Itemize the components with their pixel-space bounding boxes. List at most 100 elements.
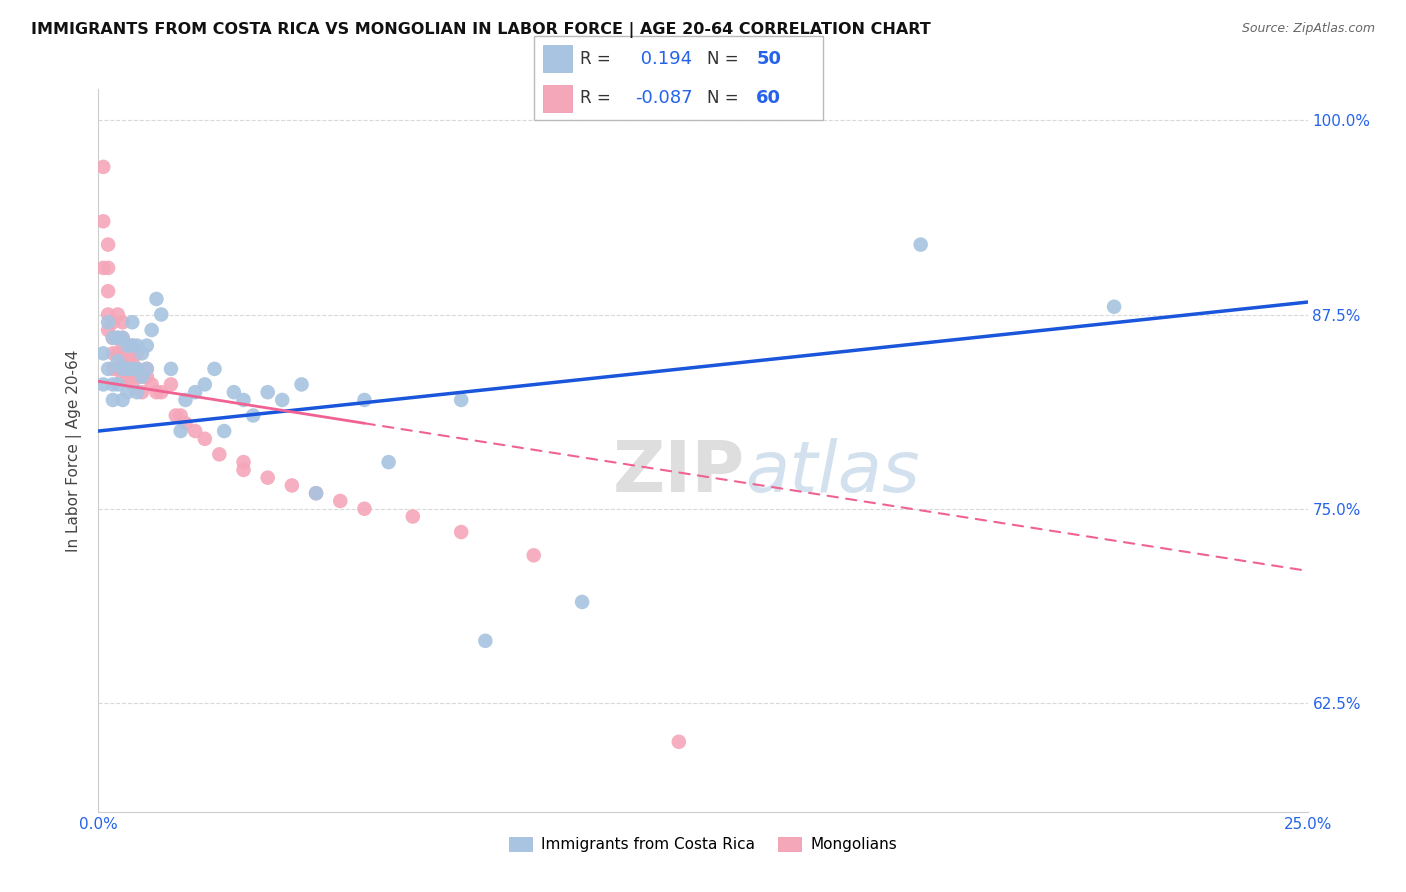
Point — [174, 417, 197, 431]
Point — [232, 463, 254, 477]
Point — [329, 494, 352, 508]
Point — [97, 315, 120, 329]
Point — [160, 362, 183, 376]
Point — [353, 392, 375, 407]
Point — [184, 424, 207, 438]
Text: IMMIGRANTS FROM COSTA RICA VS MONGOLIAN IN LABOR FORCE | AGE 20-64 CORRELATION C: IMMIGRANTS FROM COSTA RICA VS MONGOLIAN … — [31, 22, 931, 38]
Point — [208, 447, 231, 461]
Point — [101, 362, 124, 376]
Point — [184, 385, 207, 400]
Point — [910, 237, 932, 252]
Point — [571, 595, 593, 609]
Point — [232, 392, 254, 407]
Point — [101, 377, 124, 392]
Point — [135, 362, 157, 376]
Point — [668, 735, 690, 749]
Point — [305, 486, 328, 500]
Point — [97, 237, 120, 252]
Point — [91, 377, 114, 392]
FancyBboxPatch shape — [543, 45, 572, 72]
Point — [121, 338, 143, 352]
Point — [169, 424, 191, 438]
Point — [150, 385, 173, 400]
Text: R =: R = — [581, 88, 616, 106]
Y-axis label: In Labor Force | Age 20-64: In Labor Force | Age 20-64 — [66, 350, 83, 551]
Point — [377, 455, 399, 469]
Text: Source: ZipAtlas.com: Source: ZipAtlas.com — [1241, 22, 1375, 36]
Point — [402, 509, 425, 524]
Point — [450, 524, 472, 539]
Point — [165, 409, 187, 423]
Point — [271, 392, 294, 407]
Point — [232, 455, 254, 469]
Point — [281, 478, 304, 492]
Point — [474, 633, 496, 648]
Point — [107, 331, 129, 345]
Point — [121, 377, 143, 392]
FancyBboxPatch shape — [543, 85, 572, 112]
Point — [111, 331, 134, 345]
Point — [117, 338, 139, 352]
Point — [111, 315, 134, 329]
FancyBboxPatch shape — [534, 36, 823, 120]
Text: R =: R = — [581, 50, 616, 68]
Point — [121, 338, 143, 352]
Text: -0.087: -0.087 — [636, 88, 693, 106]
Point — [101, 331, 124, 345]
Point — [131, 346, 153, 360]
Point — [117, 346, 139, 360]
Point — [117, 354, 139, 368]
Point — [1102, 300, 1125, 314]
Point — [97, 260, 120, 275]
Point — [107, 308, 129, 322]
Point — [111, 362, 134, 376]
Point — [127, 362, 149, 376]
Point — [127, 338, 149, 352]
Point — [305, 486, 328, 500]
Point — [111, 331, 134, 345]
Text: 50: 50 — [756, 50, 782, 68]
Point — [117, 362, 139, 376]
Point — [107, 362, 129, 376]
Point — [101, 392, 124, 407]
Point — [107, 354, 129, 368]
Point — [121, 369, 143, 384]
Point — [101, 331, 124, 345]
Point — [127, 385, 149, 400]
Point — [256, 470, 278, 484]
Point — [107, 331, 129, 345]
Point — [204, 362, 226, 376]
Point — [141, 377, 163, 392]
Point — [212, 424, 235, 438]
Point — [97, 323, 120, 337]
Point — [353, 501, 375, 516]
Point — [91, 260, 114, 275]
Point — [111, 369, 134, 384]
Point — [135, 338, 157, 352]
Point — [101, 331, 124, 345]
Point — [111, 338, 134, 352]
Point — [194, 377, 217, 392]
Point — [174, 392, 197, 407]
Point — [91, 160, 114, 174]
Point — [107, 377, 129, 392]
Point — [111, 392, 134, 407]
Point — [194, 432, 217, 446]
Text: 0.194: 0.194 — [636, 50, 692, 68]
Point — [135, 369, 157, 384]
Point — [131, 369, 153, 384]
Point — [222, 385, 245, 400]
Point — [141, 323, 163, 337]
Point — [107, 346, 129, 360]
Point — [121, 354, 143, 368]
Point — [97, 308, 120, 322]
Point — [91, 214, 114, 228]
Point — [131, 369, 153, 384]
Point — [111, 354, 134, 368]
Point — [121, 362, 143, 376]
Text: N =: N = — [707, 88, 744, 106]
Legend: Immigrants from Costa Rica, Mongolians: Immigrants from Costa Rica, Mongolians — [503, 831, 903, 858]
Point — [117, 385, 139, 400]
Point — [121, 315, 143, 329]
Text: 60: 60 — [756, 88, 782, 106]
